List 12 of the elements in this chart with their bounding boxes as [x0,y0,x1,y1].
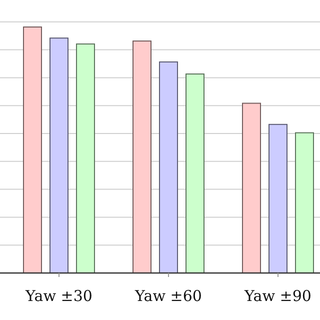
bar [76,43,95,274]
x-tick-label: Yaw ±30 [24,287,92,305]
bar [295,132,314,274]
bar [50,38,68,274]
x-tick-label: Yaw ±90 [244,287,312,305]
x-tick-label: Yaw ±60 [134,287,202,305]
bar [159,61,178,274]
bar [242,102,261,274]
bar [186,73,204,274]
bar [23,26,42,274]
bar [132,40,152,274]
bar [268,124,288,274]
